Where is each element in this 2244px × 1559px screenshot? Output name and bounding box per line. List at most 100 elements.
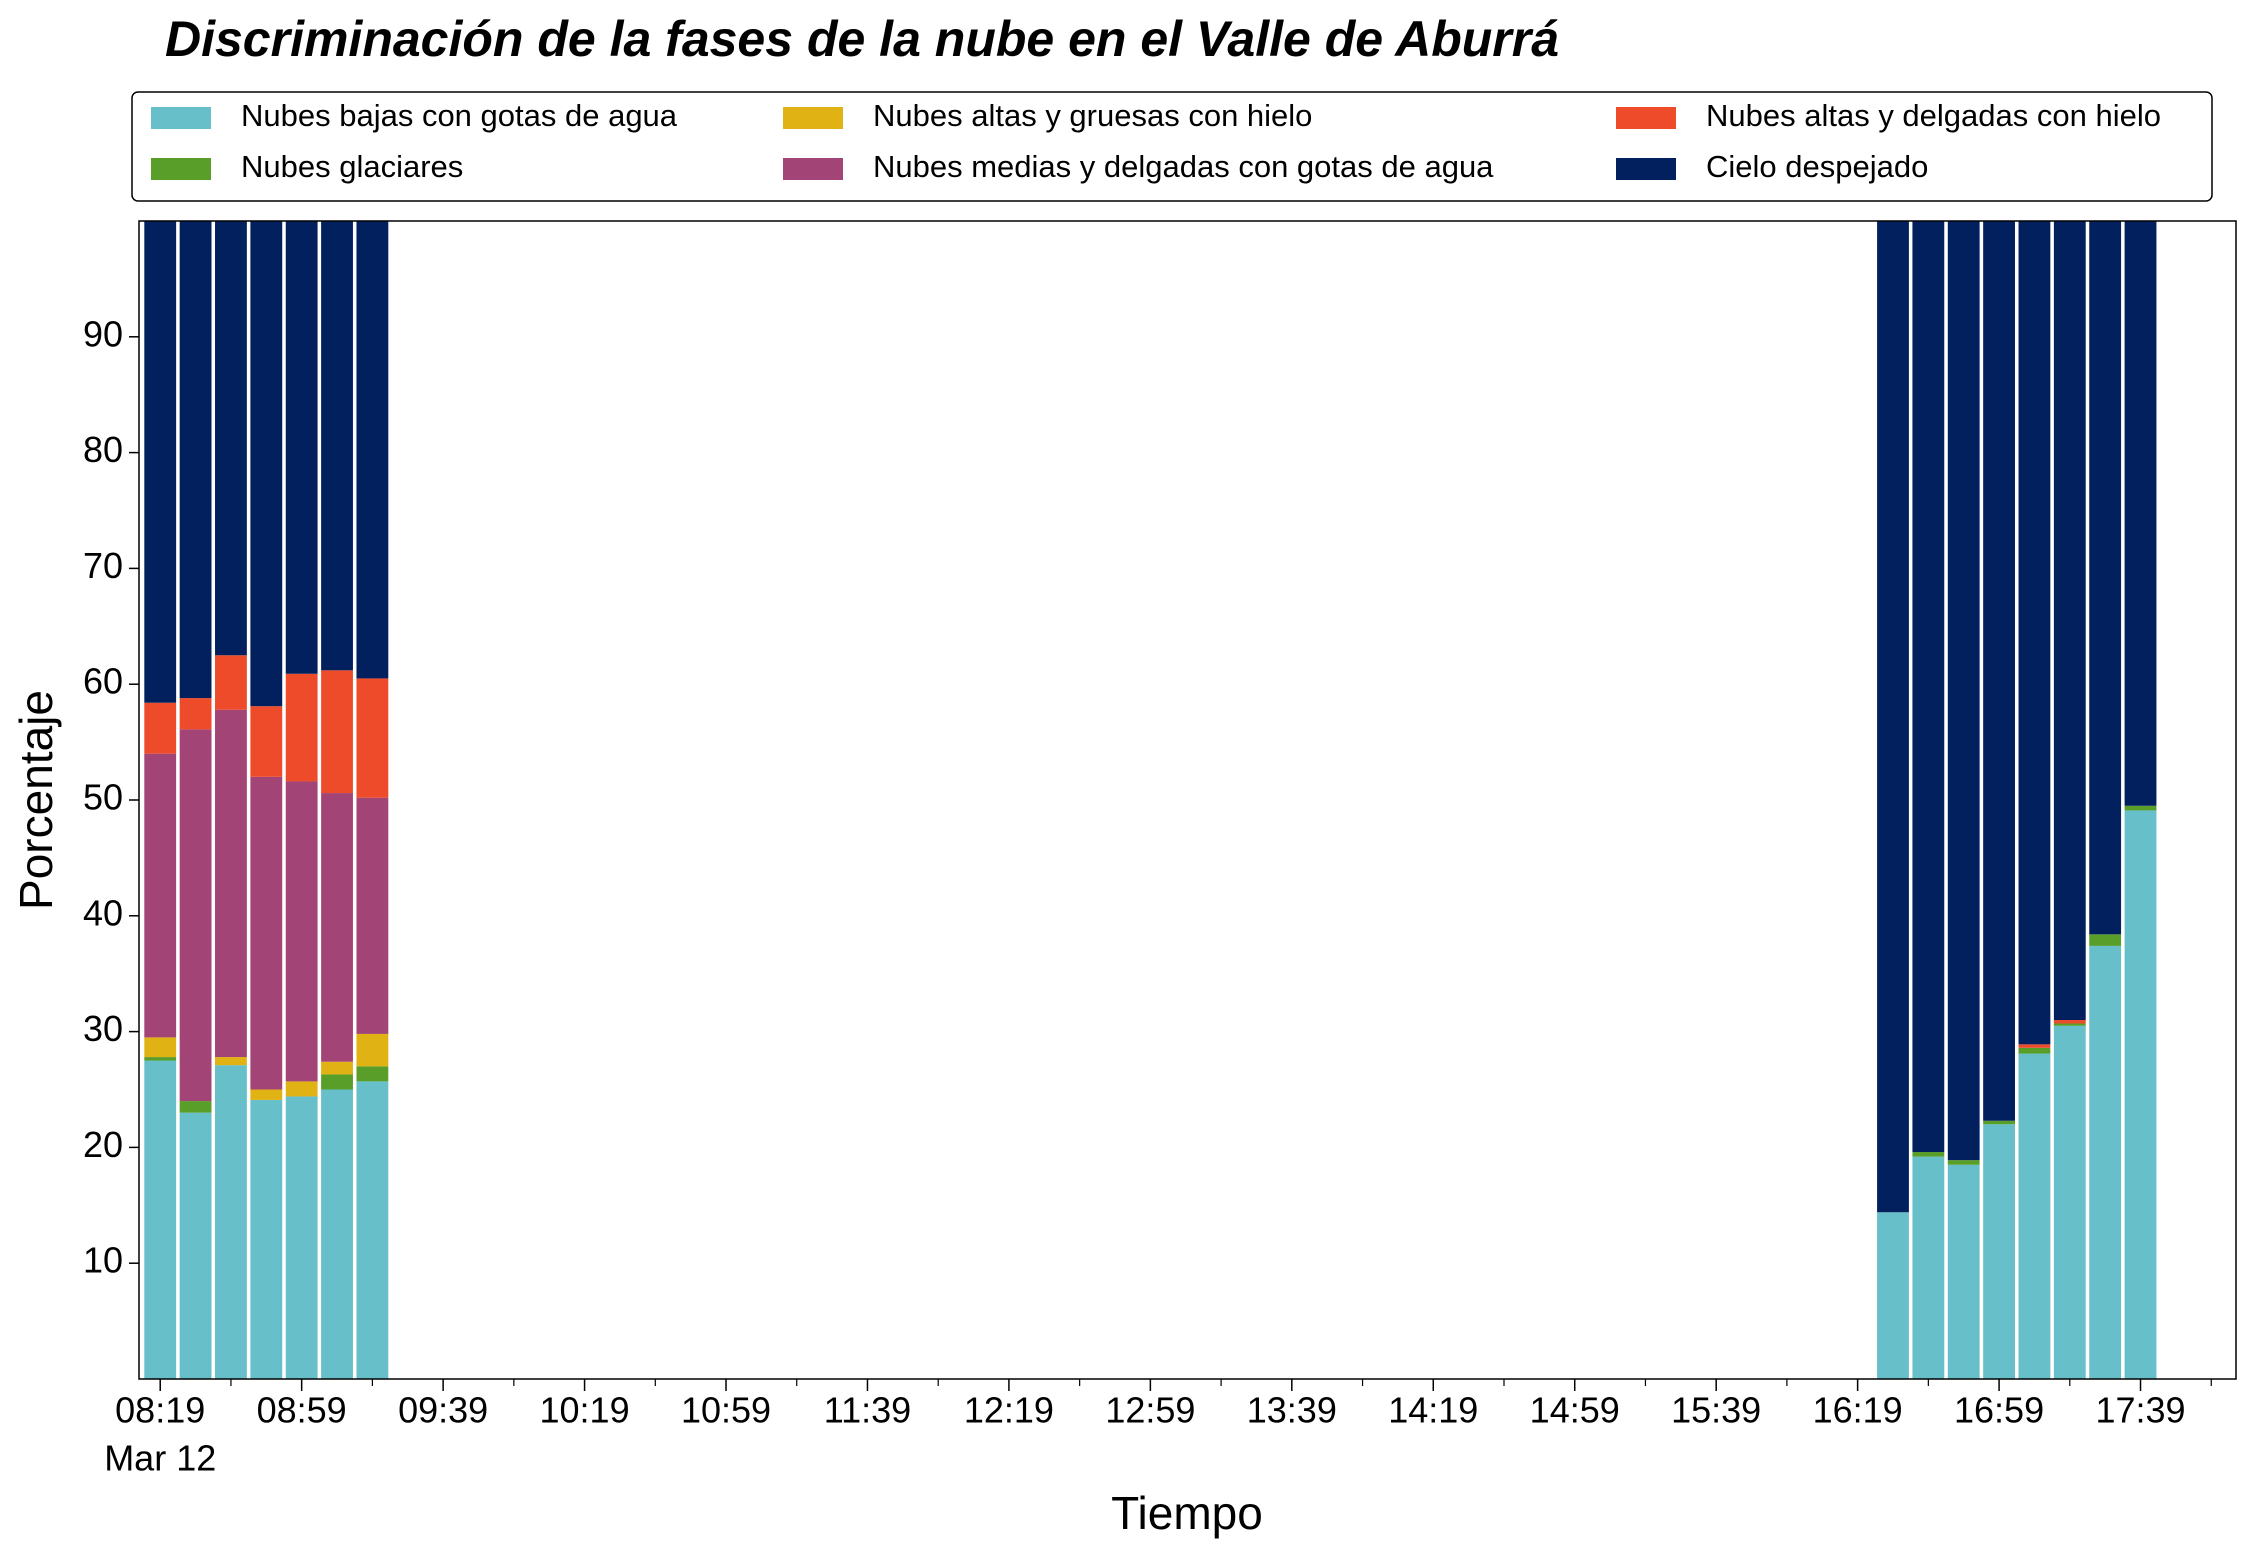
- bar-segment: [2053, 1020, 2086, 1024]
- x-tick-label: 15:39: [1671, 1390, 1761, 1431]
- bar-segment: [2053, 1025, 2086, 1379]
- bar-segment: [285, 221, 318, 674]
- bar-segment: [356, 1033, 389, 1067]
- bar-segment: [144, 1057, 177, 1061]
- x-tick-label: 09:39: [398, 1390, 488, 1431]
- bar-segment: [250, 776, 283, 1090]
- bar-segment: [250, 1089, 283, 1100]
- bar-segment: [2018, 1044, 2051, 1048]
- x-tick-label: 14:59: [1530, 1390, 1620, 1431]
- bar-segment: [2124, 810, 2157, 1379]
- bar-segment: [285, 781, 318, 1082]
- legend-label: Nubes bajas con gotas de agua: [241, 98, 678, 133]
- bar-segment: [356, 221, 389, 679]
- x-tick-label: 14:19: [1388, 1390, 1478, 1431]
- bar-segment: [250, 221, 283, 707]
- bar-segment: [321, 670, 353, 794]
- x-tick-label: 12:19: [964, 1390, 1054, 1431]
- bar-segment: [179, 1112, 212, 1379]
- bar-segment: [144, 1037, 177, 1058]
- x-tick-label: 08:59: [257, 1390, 347, 1431]
- bar-segment: [144, 702, 177, 754]
- x-axis-label: Tiempo: [1111, 1487, 1263, 1539]
- bar-segment: [321, 1061, 353, 1075]
- bar-segment: [215, 1057, 247, 1066]
- bar-segment: [1947, 1164, 1980, 1379]
- bar-segment: [356, 797, 389, 1034]
- bar-segment: [285, 1096, 318, 1379]
- bar-segment: [2018, 1053, 2051, 1379]
- chart-title: Discriminación de la fases de la nube en…: [165, 11, 1559, 67]
- bar-segment: [144, 753, 177, 1038]
- bar-segment: [179, 221, 212, 699]
- legend-label: Nubes altas y delgadas con hielo: [1706, 98, 2161, 133]
- bar-segment: [1877, 1212, 1909, 1379]
- bar-segment: [2124, 221, 2157, 806]
- x-date-label: Mar 12: [104, 1438, 216, 1479]
- y-tick-label: 50: [83, 777, 123, 818]
- y-tick-label: 30: [83, 1008, 123, 1049]
- bar-segment: [321, 221, 353, 671]
- legend-swatch: [1616, 158, 1676, 180]
- bar-segment: [2089, 945, 2122, 1379]
- legend-swatch: [151, 107, 211, 129]
- bar-segment: [250, 706, 283, 777]
- bar-segment: [1947, 1160, 1980, 1165]
- legend-swatch: [783, 107, 843, 129]
- bar-segment: [2018, 1047, 2051, 1054]
- x-tick-label: 11:39: [824, 1390, 911, 1431]
- bar-segment: [1877, 221, 1909, 1213]
- bar-segment: [144, 1060, 177, 1379]
- legend-label: Nubes medias y delgadas con gotas de agu…: [873, 149, 1494, 184]
- y-tick-label: 70: [83, 545, 123, 586]
- x-tick-label: 16:59: [1954, 1390, 2044, 1431]
- bar-segment: [2124, 805, 2157, 811]
- y-tick-label: 10: [83, 1240, 123, 1281]
- bar-segment: [144, 221, 177, 703]
- bar-segment: [215, 655, 247, 710]
- bar-segment: [356, 678, 389, 798]
- bar-segment: [285, 1081, 318, 1097]
- y-tick-label: 90: [83, 313, 123, 354]
- bar-segment: [1912, 221, 1945, 1153]
- y-tick-label: 40: [83, 892, 123, 933]
- y-axis-label: Porcentaje: [10, 690, 62, 910]
- legend-box: [131, 91, 2213, 202]
- bar-segment: [2089, 221, 2122, 935]
- y-tick-label: 80: [83, 429, 123, 470]
- bar-segment: [321, 1089, 353, 1379]
- bar-segment: [2053, 221, 2086, 1021]
- bar-segment: [1947, 221, 1980, 1161]
- y-tick-label: 20: [83, 1124, 123, 1165]
- bar-segment: [356, 1081, 389, 1379]
- x-tick-label: 16:19: [1813, 1390, 1903, 1431]
- bar-segment: [215, 1065, 247, 1379]
- bar-segment: [179, 729, 212, 1102]
- bar-segment: [321, 1074, 353, 1090]
- bar-segment: [356, 1066, 389, 1082]
- bar-segment: [1912, 1156, 1945, 1379]
- bar-segment: [321, 793, 353, 1062]
- legend-label: Nubes altas y gruesas con hielo: [873, 98, 1312, 133]
- bar-segment: [179, 1101, 212, 1113]
- x-tick-label: 13:39: [1247, 1390, 1337, 1431]
- bar-segment: [1983, 221, 2015, 1121]
- bar-segment: [1983, 1124, 2015, 1379]
- x-tick-label: 08:19: [115, 1390, 205, 1431]
- bar-segment: [215, 709, 247, 1058]
- y-tick-label: 60: [83, 661, 123, 702]
- x-tick-label: 10:19: [540, 1390, 630, 1431]
- x-tick-label: 10:59: [681, 1390, 771, 1431]
- bar-segment: [285, 673, 318, 782]
- bar-segment: [250, 1099, 283, 1379]
- bar-segment: [215, 221, 247, 656]
- legend-label: Nubes glaciares: [241, 149, 463, 184]
- legend-swatch: [1616, 107, 1676, 129]
- bar-segment: [1912, 1152, 1945, 1157]
- bar-segment: [179, 698, 212, 730]
- x-tick-label: 12:59: [1105, 1390, 1195, 1431]
- bar-segment: [2018, 221, 2051, 1045]
- legend-label: Cielo despejado: [1706, 149, 1928, 184]
- x-tick-label: 17:39: [2095, 1390, 2185, 1431]
